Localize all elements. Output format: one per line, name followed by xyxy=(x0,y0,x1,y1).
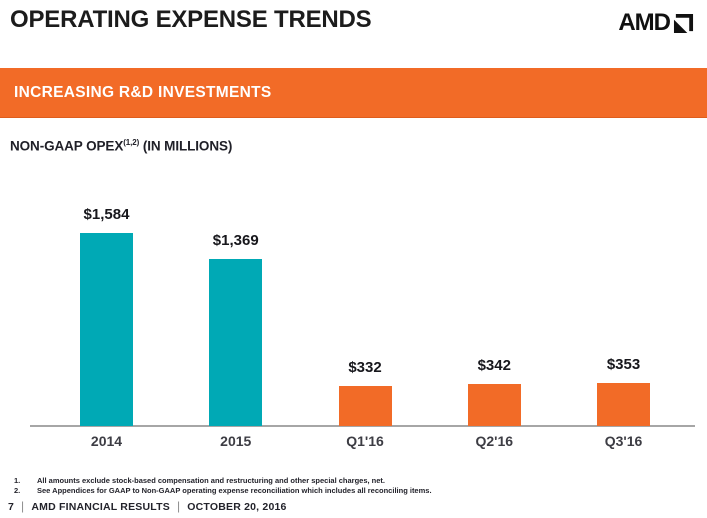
slide-footer: 7 | AMD FINANCIAL RESULTS | OCTOBER 20, … xyxy=(8,499,287,513)
chart-axis-title-text: NON-GAAP OPEX xyxy=(10,138,124,154)
bar-value-label: $1,584 xyxy=(83,206,130,223)
bar-value-label: $353 xyxy=(606,356,641,373)
footnote-item: 1. All amounts exclude stock-based compe… xyxy=(14,476,432,486)
footer-date: OCTOBER 20, 2016 xyxy=(187,501,287,513)
chart-axis-title-units: (IN MILLIONS) xyxy=(139,138,233,154)
footer-company: AMD FINANCIAL RESULTS xyxy=(31,501,170,513)
footnote-text: All amounts exclude stock-based compensa… xyxy=(37,476,386,485)
amd-arrow-icon xyxy=(673,13,694,33)
bar-Q1'16 xyxy=(338,386,392,426)
bar-value-label: $1,369 xyxy=(212,232,259,249)
footnote-number: 1. xyxy=(14,476,21,485)
bar-Q3'16 xyxy=(597,383,650,426)
x-axis-line xyxy=(30,425,695,427)
footnote-item: 2. See Appendices for GAAP to Non-GAAP o… xyxy=(14,486,432,496)
amd-logo-text: AMD xyxy=(618,9,671,36)
page-title: OPERATING EXPENSE TRENDS xyxy=(10,6,372,33)
footnote-text: See Appendices for GAAP to Non-GAAP oper… xyxy=(37,486,432,495)
bar-category-label: Q1'16 xyxy=(346,433,384,449)
section-banner-label: INCREASING R&D INVESTMENTS xyxy=(14,83,272,101)
bar-category-label: Q3'16 xyxy=(604,433,643,449)
bar-value-label: $342 xyxy=(477,357,511,374)
bar-Q2'16 xyxy=(467,384,521,426)
bar-value-label: $332 xyxy=(348,359,382,376)
page-number: 7 xyxy=(8,501,15,513)
bar-chart: $1,584 2014 $1,369 2015 $332 Q1'16 $342 Q2'16 $3… xyxy=(0,196,707,456)
amd-logo: AMD xyxy=(618,9,694,37)
bar-category-label: Q2'16 xyxy=(475,433,514,449)
bar-2014 xyxy=(80,233,133,426)
bar-category-label: 2015 xyxy=(220,433,252,449)
footnote-number: 2. xyxy=(14,486,21,495)
footnotes: 1. All amounts exclude stock-based compe… xyxy=(14,476,432,496)
footer-separator: | xyxy=(176,499,181,513)
section-banner: INCREASING R&D INVESTMENTS xyxy=(0,68,707,118)
footer-separator: | xyxy=(21,499,25,513)
bar-category-label: 2014 xyxy=(90,433,123,449)
bar-2015 xyxy=(209,259,263,426)
chart-axis-title: NON-GAAP OPEX(1,2) (IN MILLIONS) xyxy=(10,138,232,154)
footnote-reference: (1,2) xyxy=(123,138,140,147)
